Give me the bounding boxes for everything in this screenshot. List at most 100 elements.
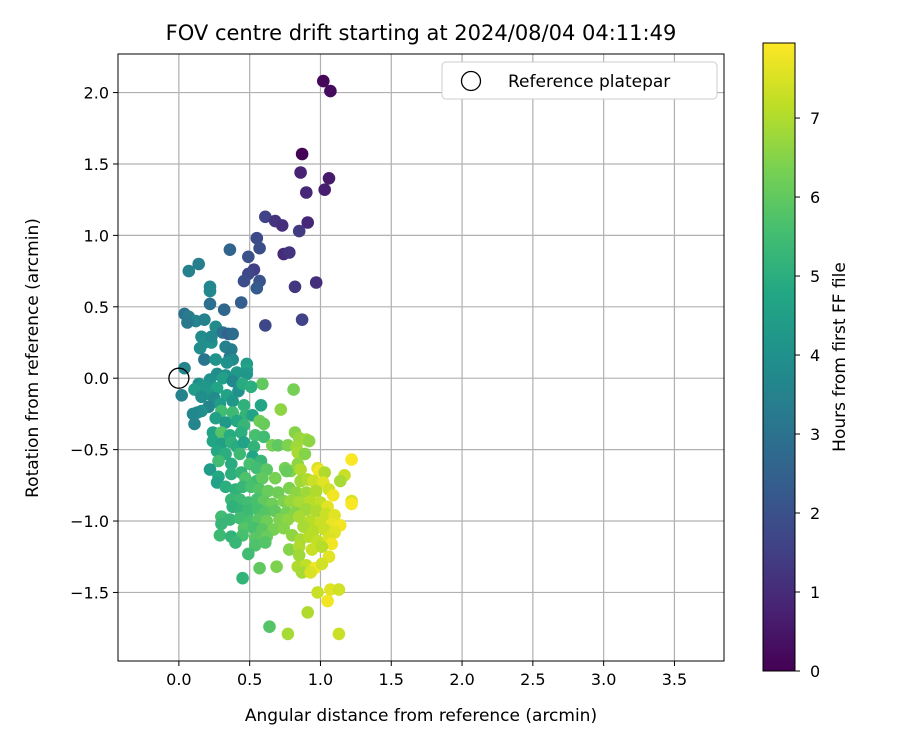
- data-point: [192, 257, 205, 271]
- x-tick-label: 0.0: [166, 670, 191, 689]
- data-point: [240, 367, 254, 381]
- data-point: [311, 586, 324, 599]
- data-point: [297, 520, 310, 533]
- data-point: [292, 224, 306, 238]
- data-point: [219, 480, 232, 494]
- colorbar-tick-label: 6: [810, 188, 820, 207]
- data-point: [294, 166, 307, 179]
- data-point: [215, 517, 228, 531]
- data-point: [345, 453, 358, 466]
- colorbar-gradient: [762, 42, 796, 672]
- y-tick-label: 1.0: [84, 226, 109, 245]
- data-point: [182, 264, 196, 278]
- data-point: [216, 371, 230, 385]
- x-axis-label: Angular distance from reference (arcmin): [245, 706, 597, 726]
- data-point: [305, 543, 319, 556]
- data-point: [315, 540, 329, 553]
- data-point: [186, 407, 200, 421]
- data-point: [203, 297, 217, 311]
- data-point: [300, 186, 313, 199]
- data-point: [242, 504, 255, 518]
- data-point: [244, 380, 258, 394]
- data-point: [219, 416, 232, 429]
- data-point: [334, 474, 347, 488]
- data-point: [304, 566, 317, 579]
- data-point: [212, 454, 225, 468]
- x-axis-ticks: 0.0 0.5 1.0 1.5 2.0 2.5 3.0 3.5: [166, 661, 687, 689]
- x-tick-label: 2.0: [449, 670, 474, 689]
- colorbar-tick-label: 3: [810, 425, 820, 444]
- data-point: [193, 341, 207, 355]
- data-point: [254, 399, 268, 412]
- data-point: [270, 560, 283, 573]
- data-point: [242, 250, 255, 264]
- data-point: [223, 243, 237, 256]
- y-tick-label: 0.5: [84, 298, 109, 317]
- data-point: [271, 439, 285, 452]
- data-point: [257, 417, 271, 431]
- legend-box: [441, 61, 718, 100]
- data-point: [317, 74, 330, 88]
- data-point: [263, 620, 276, 633]
- data-point: [250, 281, 264, 295]
- data-point: [261, 484, 275, 498]
- data-point: [233, 511, 247, 525]
- data-point: [309, 504, 323, 518]
- data-point: [325, 537, 339, 551]
- data-point: [318, 466, 332, 479]
- colorbar-tick-label: 4: [810, 346, 820, 365]
- data-point: [292, 510, 306, 523]
- data-point: [277, 521, 291, 535]
- data-point: [226, 394, 239, 408]
- y-tick-label: 0.0: [84, 369, 109, 388]
- data-point: [249, 539, 262, 552]
- data-point: [256, 377, 269, 391]
- data-point: [198, 353, 211, 366]
- legend: Reference platepar: [441, 61, 718, 100]
- chart-title: FOV centre drift starting at 2024/08/04 …: [166, 21, 677, 45]
- data-point: [259, 210, 272, 224]
- data-point: [250, 231, 264, 245]
- data-point: [226, 374, 239, 388]
- data-point: [220, 356, 234, 369]
- data-point: [178, 361, 191, 375]
- data-point: [188, 417, 201, 431]
- data-point: [259, 536, 272, 549]
- data-point: [301, 606, 315, 619]
- data-point: [295, 147, 309, 161]
- data-point: [225, 457, 238, 471]
- data-point: [292, 549, 306, 562]
- data-point: [234, 296, 248, 309]
- data-point: [332, 627, 346, 641]
- data-point: [281, 627, 295, 641]
- data-point: [326, 489, 340, 502]
- colorbar-label: Hours from first FF file: [830, 262, 850, 452]
- data-point: [209, 353, 222, 366]
- x-tick-label: 3.0: [591, 670, 616, 689]
- data-point: [301, 216, 315, 229]
- data-point: [256, 471, 269, 485]
- data-point: [225, 467, 238, 481]
- y-axis-label: Rotation from reference (arcmin): [23, 218, 43, 498]
- data-point: [283, 543, 296, 556]
- data-point: [213, 529, 227, 542]
- data-point: [203, 284, 217, 298]
- data-point: [268, 471, 282, 485]
- data-point: [324, 84, 337, 98]
- data-point: [294, 463, 307, 476]
- data-point: [288, 280, 302, 294]
- data-point: [302, 434, 316, 448]
- legend-marker: [460, 70, 482, 92]
- y-tick-label: −1.0: [70, 512, 109, 531]
- colorbar-tick-label: 2: [810, 504, 820, 523]
- data-point: [181, 316, 194, 329]
- data-point: [298, 447, 312, 461]
- data-point: [236, 571, 249, 585]
- data-point: [203, 463, 217, 476]
- data-point: [309, 276, 323, 289]
- x-tick-label: 2.5: [520, 670, 545, 689]
- data-point: [198, 313, 211, 327]
- data-point: [287, 383, 300, 396]
- data-point: [233, 447, 247, 461]
- legend-entry-reference-platepar: Reference platepar: [508, 72, 670, 92]
